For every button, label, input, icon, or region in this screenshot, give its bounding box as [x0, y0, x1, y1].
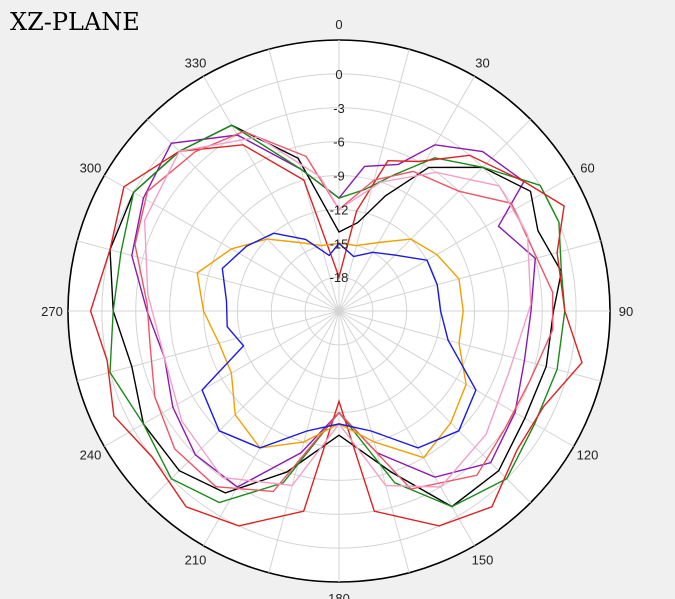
- series-layer: [89, 124, 583, 527]
- series-line-4: [89, 144, 583, 527]
- radial-tick-label: -3: [333, 101, 345, 116]
- radial-tick-label: -6: [333, 135, 345, 150]
- series-line-5: [134, 130, 554, 493]
- angle-tick-label: 90: [619, 304, 633, 319]
- angle-tick-label: 60: [580, 161, 594, 176]
- angular-gridline: [203, 310, 340, 546]
- angle-tick-label: 150: [472, 553, 494, 568]
- angle-tick-label: 330: [185, 56, 207, 71]
- angle-tick-label: 120: [577, 448, 599, 463]
- radial-tick-label: 0: [335, 67, 342, 82]
- angular-gridline: [338, 119, 531, 312]
- angular-gridline: [77, 310, 340, 382]
- series-line-8: [201, 232, 477, 449]
- chart-title: XZ-PLANE: [10, 8, 140, 36]
- angle-tick-label: 30: [475, 56, 489, 71]
- series-line-2: [109, 124, 563, 508]
- angular-gridline: [338, 76, 475, 312]
- series-line-3: [109, 124, 566, 508]
- angular-gridline: [203, 76, 340, 312]
- radial-tick-label: -9: [333, 169, 345, 184]
- radial-tick-label: -15: [330, 236, 349, 251]
- angle-tick-label: 240: [80, 448, 102, 463]
- angular-gridline: [338, 175, 574, 312]
- angle-tick-label: 210: [185, 553, 207, 568]
- angle-tick-label: 270: [41, 304, 63, 319]
- radial-tick-label: -12: [330, 202, 349, 217]
- angle-tick-label: 0: [335, 17, 342, 32]
- tick-labels: 0 30 60 90 120 150 180 210 240 270 300 330 0 -3 -6 -9 -1…: [41, 17, 633, 599]
- radial-tick-label: -18: [330, 270, 349, 285]
- angle-tick-label: 300: [80, 161, 102, 176]
- angle-tick-label: 180: [328, 591, 350, 599]
